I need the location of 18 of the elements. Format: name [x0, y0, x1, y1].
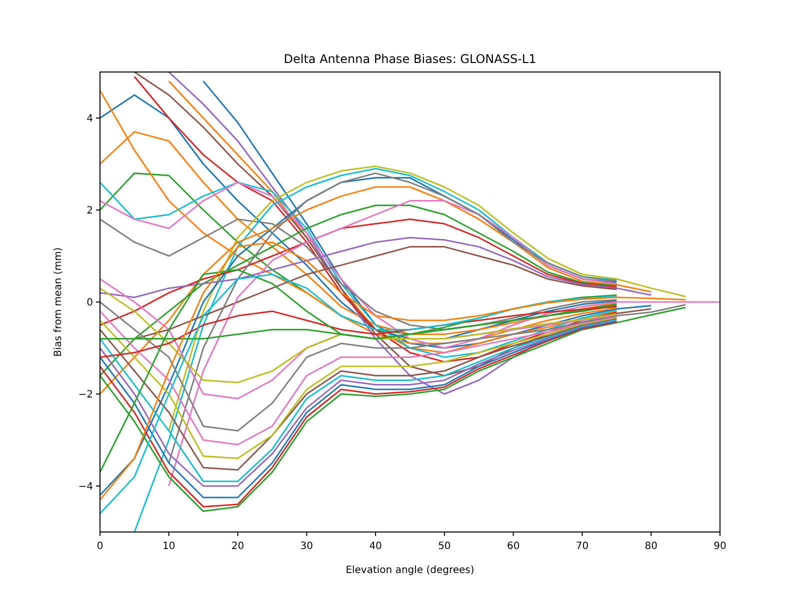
x-tick-label: 10 [162, 541, 176, 552]
y-tick-label: 2 [86, 206, 93, 216]
x-tick-label: 0 [96, 541, 104, 552]
y-tick-label: 0 [86, 298, 93, 308]
y-axis-title: Bias from mean (mm) [53, 247, 64, 357]
x-tick-label: 80 [644, 541, 658, 552]
y-tick-label: −2 [78, 390, 93, 400]
x-axis-title: Elevation angle (degrees) [346, 565, 474, 576]
x-tick-label: 30 [300, 541, 314, 552]
x-tick-label: 70 [576, 541, 589, 552]
y-tick-label: −4 [78, 482, 93, 492]
x-tick-label: 40 [369, 541, 382, 552]
x-tick-label: 50 [438, 541, 451, 552]
y-tick-label: 4 [86, 114, 93, 124]
chart-title: Delta Antenna Phase Biases: GLONASS-L1 [284, 52, 536, 66]
x-tick-label: 90 [714, 541, 726, 552]
x-tick-label: 20 [231, 541, 244, 552]
x-tick-label: 60 [506, 541, 520, 552]
